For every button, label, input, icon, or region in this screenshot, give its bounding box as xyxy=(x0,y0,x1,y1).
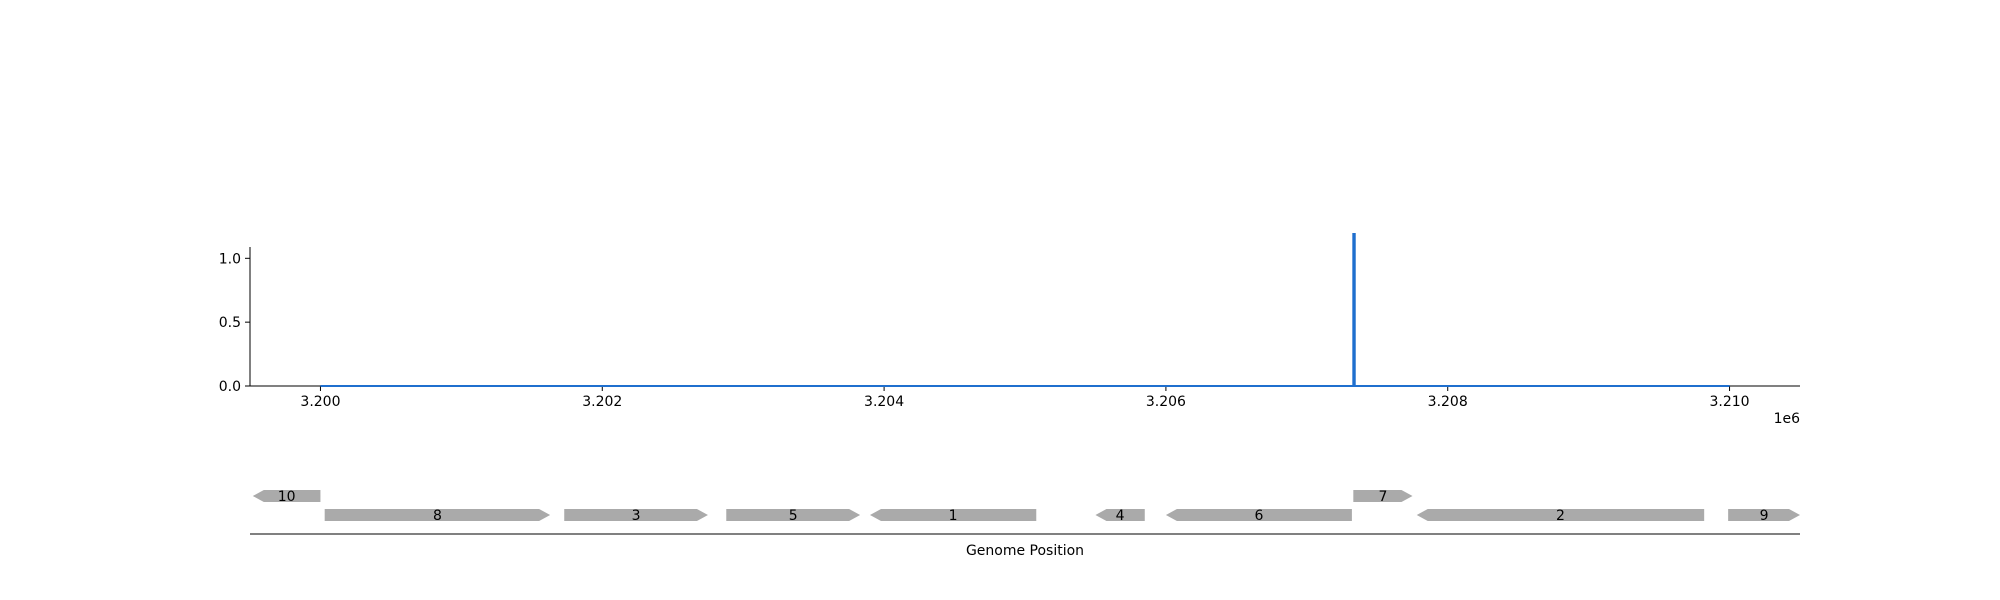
gene-label-10: 10 xyxy=(278,489,296,505)
gene-arrow-2 xyxy=(1416,509,1705,521)
x-tick-label: 3.204 xyxy=(864,394,904,410)
x-tick-label: 3.206 xyxy=(1146,394,1186,410)
gene-label-6: 6 xyxy=(1254,508,1263,524)
gene-label-5: 5 xyxy=(789,508,798,524)
y-tick-label: 0.5 xyxy=(219,315,241,331)
genes-layer: 10 8 3 5 1 4 6 7 2 9 xyxy=(252,489,1800,524)
gene-arrow-6 xyxy=(1165,509,1352,521)
x-ticks: 3.200 3.202 3.204 3.206 3.208 3.210 xyxy=(300,386,1750,410)
gene-label-9: 9 xyxy=(1760,508,1769,524)
signal-series-line xyxy=(320,233,1730,387)
x-tick-label: 3.208 xyxy=(1428,394,1468,410)
gene-label-8: 8 xyxy=(433,508,442,524)
gene-label-4: 4 xyxy=(1116,508,1125,524)
gene-arrow-3 xyxy=(564,509,708,521)
x-offset-label: 1e6 xyxy=(1774,411,1801,427)
gene-arrow-4 xyxy=(1095,509,1145,521)
gene-arrow-7 xyxy=(1353,490,1413,502)
x-tick-label: 3.200 xyxy=(300,394,340,410)
y-tick-label: 0.0 xyxy=(219,379,241,395)
gene-arrow-9 xyxy=(1728,509,1800,521)
gene-label-7: 7 xyxy=(1378,489,1387,505)
gene-arrow-10 xyxy=(252,490,321,502)
x-tick-label: 3.202 xyxy=(582,394,622,410)
x-axis-title: Genome Position xyxy=(966,543,1084,559)
y-tick-label: 1.0 xyxy=(219,251,241,267)
gene-arrow-1 xyxy=(870,509,1037,521)
gene-label-3: 3 xyxy=(632,508,641,524)
signal-panel: 3.200 3.202 3.204 3.206 3.208 3.210 0.0 0.5 1.0… xyxy=(219,233,1801,427)
x-tick-label: 3.210 xyxy=(1709,394,1749,410)
gene-label-2: 2 xyxy=(1556,508,1565,524)
series-layer xyxy=(320,233,1730,387)
y-ticks: 0.0 0.5 1.0 xyxy=(219,251,250,395)
gene-arrow-5 xyxy=(726,509,861,521)
gene-label-1: 1 xyxy=(949,508,958,524)
gene-arrow-8 xyxy=(324,509,551,521)
gene-track-panel: 10 8 3 5 1 4 6 7 2 9 Genome Position xyxy=(250,489,1800,559)
